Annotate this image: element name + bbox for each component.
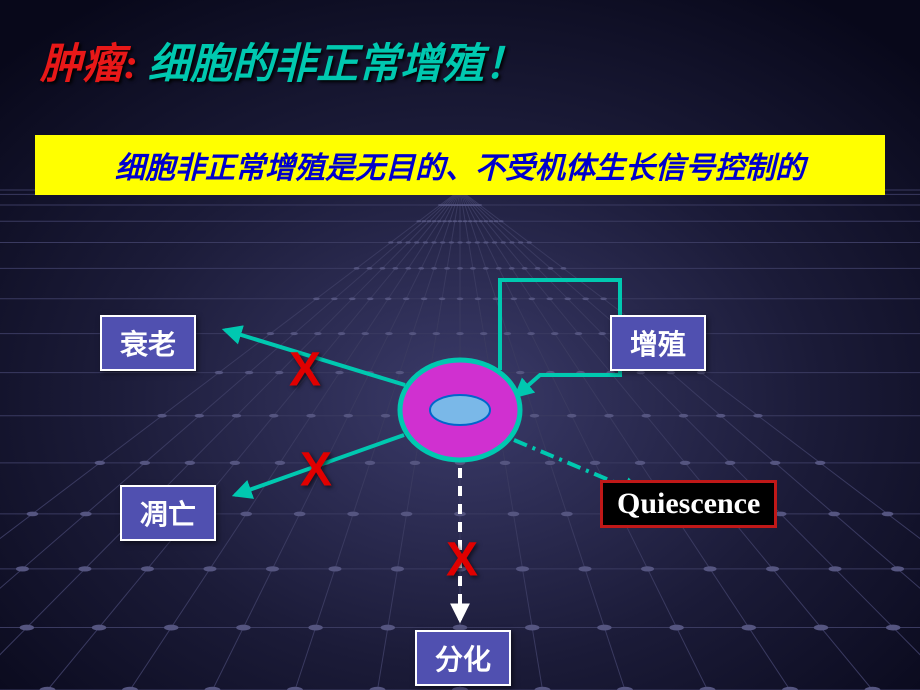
node-senescence: 衰老: [100, 315, 196, 371]
cell-icon: [395, 355, 525, 465]
node-apoptosis: 凋亡: [120, 485, 216, 541]
node-quiescence: Quiescence: [600, 480, 777, 528]
x-mark: X: [300, 443, 332, 498]
x-mark: X: [289, 343, 321, 398]
subtitle-banner: 细胞非正常增殖是无目的、不受机体生长信号控制的: [35, 135, 885, 195]
node-differentiation: 分化: [415, 630, 511, 686]
title-main: 细胞的非正常增殖！: [148, 30, 526, 91]
cell-diagram: 衰老 凋亡 分化 增殖 Quiescence X X X: [0, 230, 920, 690]
slide-title: 肿瘤: 细胞的非正常增殖！: [40, 30, 526, 91]
x-mark: X: [446, 533, 478, 588]
node-proliferation: 增殖: [610, 315, 706, 371]
title-lead: 肿瘤:: [40, 30, 138, 91]
subtitle-text: 细胞非正常增殖是无目的、不受机体生长信号控制的: [115, 152, 805, 185]
